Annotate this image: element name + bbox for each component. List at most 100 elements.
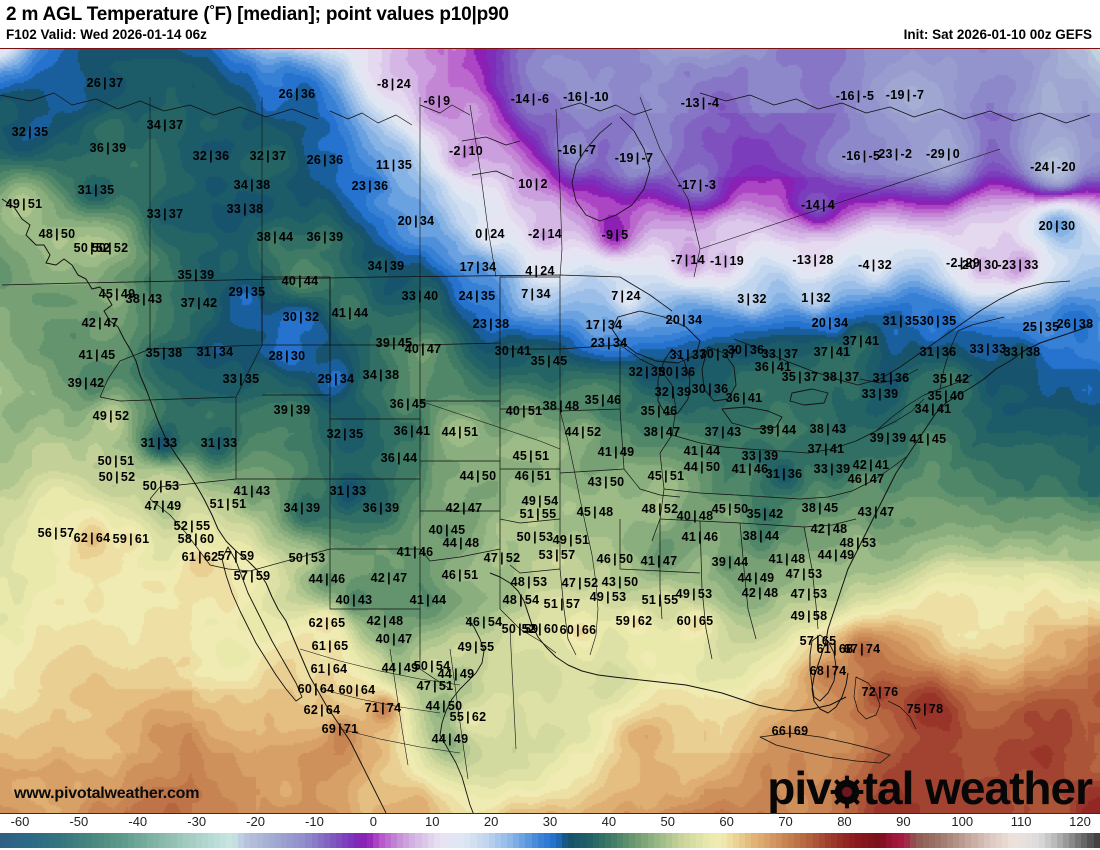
colorbar-segment: [24, 833, 31, 848]
colorbar-segment: [464, 833, 471, 848]
colorbar-segment: [348, 833, 355, 848]
colorbar-tick: 10: [424, 814, 440, 829]
mexico-state-border: [319, 688, 441, 714]
state-border: [419, 511, 501, 562]
colorbar-segment: [299, 833, 306, 848]
colorbar-segment: [1038, 833, 1045, 848]
state-border: [330, 419, 421, 480]
colorbar-segment: [769, 833, 776, 848]
colorbar-segment: [812, 833, 819, 848]
colorbar-segment: [1008, 833, 1015, 848]
border-lake-of-woods: [619, 276, 673, 312]
bahamas-1: [853, 676, 881, 720]
colorbar-tick: -50: [69, 814, 89, 829]
colorbar-segment: [629, 833, 636, 848]
colorbar-segment: [287, 833, 294, 848]
colorbar-segment: [323, 833, 330, 848]
colorbar-segment: [494, 833, 501, 848]
colorbar-segment: [513, 833, 520, 848]
colorbar-segment: [470, 833, 477, 848]
colorbar-segment: [1001, 833, 1009, 848]
colorbar-segment: [928, 833, 935, 848]
colorbar-segment: [519, 833, 526, 848]
colorbar-segment: [623, 833, 630, 848]
colorbar-tick: -30: [187, 814, 207, 829]
init-time-label: Init: Sat 2026-01-10 00z GEFS: [903, 27, 1092, 42]
colorbar-segment: [1063, 833, 1070, 848]
colorbar-segment: [201, 833, 208, 848]
page-title: 2 m AGL Temperature (°F) [median]; point…: [6, 2, 509, 26]
state-border: [500, 276, 561, 350]
pivotal-weather-logo: piv tal weather: [767, 761, 1093, 814]
colorbar-segment: [1075, 833, 1082, 848]
colorbar-segment: [439, 833, 446, 848]
state-border: [99, 277, 151, 398]
state-border: [663, 488, 769, 498]
colorbar-segment: [983, 833, 990, 848]
geography-overlay: [0, 92, 1093, 813]
colorbar-segment: [959, 833, 966, 848]
colorbar-segment: [800, 833, 807, 848]
colorbar-segment: [329, 833, 337, 848]
state-border: [500, 349, 561, 410]
colorbar-segment: [378, 833, 385, 848]
colorbar-segment: [824, 833, 831, 848]
lake-huron: [701, 346, 737, 402]
state-border: [420, 401, 501, 462]
colorbar-tick: 0: [369, 814, 377, 829]
colorbar-segment: [775, 833, 782, 848]
mexico-west-coast-s: [361, 764, 387, 813]
weather-map[interactable]: 26 | 37 26 | 36 -8 | 24 -6 | 9 -14 | -6 -16 | -10 -13 | -4 -1…: [0, 48, 1100, 814]
state-border: [419, 277, 501, 346]
colorbar-segment: [739, 833, 746, 848]
colorbar-segment: [879, 833, 886, 848]
colorbar-segment: [885, 833, 892, 848]
logo-text-part2: tal weather: [862, 762, 1093, 814]
colorbar-segment: [916, 833, 923, 848]
colorbar-segment: [592, 833, 599, 848]
colorbar-segment: [940, 833, 947, 848]
colorbar-gradient: [0, 833, 1100, 848]
state-border: [509, 519, 561, 574]
florida-peninsula: [809, 634, 837, 702]
colorbar-segment: [757, 833, 764, 848]
colorbar-segment: [183, 833, 190, 848]
state-border: [619, 519, 701, 574]
colorbar-segment: [806, 833, 813, 848]
province-border: [555, 108, 563, 278]
state-border: [739, 522, 757, 640]
colorbar-segment: [262, 833, 269, 848]
colorbar-segment: [1020, 833, 1027, 848]
colorbar-segment: [1069, 833, 1076, 848]
colorbar-segment: [989, 833, 996, 848]
state-border: [559, 408, 625, 474]
state-border: [330, 345, 421, 420]
state-border: [499, 469, 561, 524]
colorbar-segment: [702, 833, 709, 848]
state-border: [831, 420, 897, 450]
colorbar-tick: -10: [305, 814, 324, 829]
us-canada-border-west: [1, 274, 621, 286]
colorbar-tick: -20: [246, 814, 265, 829]
colorbar-segment: [1081, 833, 1088, 848]
colorbar-tick: 100: [951, 814, 974, 829]
colorbar-segment: [232, 833, 239, 848]
colorbar-segment: [336, 833, 343, 848]
colorbar-segment: [836, 833, 844, 848]
state-border: [875, 394, 925, 432]
colorbar-segment: [85, 833, 92, 848]
colorbar-segment: [568, 833, 575, 848]
colorbar-tick: 50: [660, 814, 675, 829]
state-border: [330, 479, 421, 550]
missouri-river: [419, 400, 561, 450]
colorbar-segment: [452, 833, 459, 848]
colorbar-segment: [665, 833, 673, 848]
colorbar-segment: [421, 833, 428, 848]
colorbar-segment: [684, 833, 691, 848]
colorbar-segment: [6, 833, 13, 848]
colorbar-segment: [36, 833, 43, 848]
colorbar-segment: [574, 833, 581, 848]
colorbar-segment: [109, 833, 117, 848]
hudson-bay: [571, 116, 651, 222]
colorbar-segment: [714, 833, 721, 848]
